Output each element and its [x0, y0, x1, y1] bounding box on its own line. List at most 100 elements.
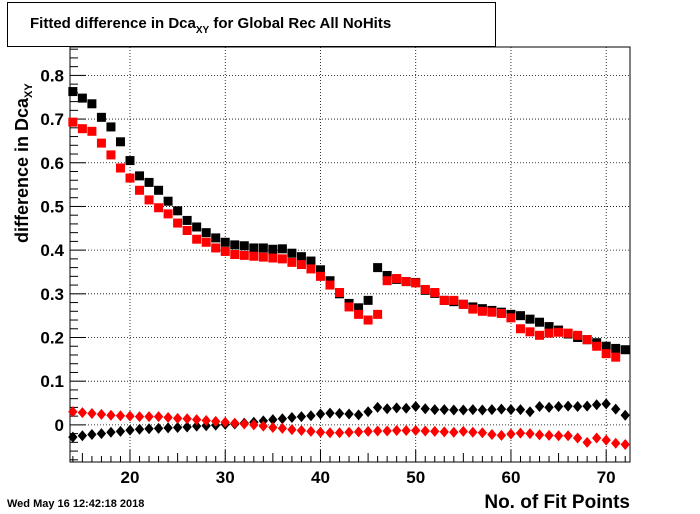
data-point	[154, 203, 164, 213]
data-point	[87, 428, 97, 440]
data-point	[525, 406, 535, 418]
data-point	[496, 403, 507, 415]
data-point	[363, 295, 373, 305]
data-point	[458, 299, 468, 309]
data-point	[535, 330, 545, 340]
data-point	[354, 309, 364, 319]
data-point	[287, 248, 297, 258]
title-subscript: XY	[195, 25, 210, 36]
data-point	[306, 256, 316, 266]
data-point	[506, 428, 516, 440]
data-point	[306, 264, 316, 274]
data-point	[125, 173, 135, 183]
data-point	[411, 401, 421, 413]
data-point	[506, 313, 516, 323]
data-point	[572, 401, 583, 413]
data-point	[144, 411, 154, 423]
data-point	[372, 425, 383, 437]
data-point	[411, 278, 421, 288]
data-point	[439, 404, 449, 416]
data-point	[230, 417, 240, 429]
y-tick-label: 0.5	[40, 197, 64, 216]
data-point	[106, 409, 116, 421]
tick-layer: 20 30 40 50 60 70 0 0.1 0.2 0.3 0.4 0.5 0.6 0.7 0.8	[40, 48, 626, 487]
data-point	[106, 122, 116, 132]
y-tick-label: 0.6	[40, 154, 64, 173]
data-point	[591, 399, 602, 411]
series-1	[68, 117, 621, 362]
data-point	[401, 277, 411, 287]
data-point	[430, 288, 440, 298]
data-point	[611, 343, 621, 353]
data-point	[392, 274, 402, 284]
data-point	[239, 250, 249, 260]
data-point	[258, 252, 268, 262]
data-point	[287, 411, 297, 423]
data-point	[563, 400, 573, 412]
title-main: Fitted difference in Dca	[30, 15, 196, 32]
data-point	[268, 421, 278, 433]
data-point	[353, 426, 364, 438]
data-point	[201, 415, 211, 426]
data-point	[411, 425, 421, 437]
data-point	[591, 432, 602, 444]
data-point	[344, 426, 354, 438]
data-point	[192, 222, 202, 232]
data-point	[515, 427, 526, 439]
data-point	[601, 341, 611, 351]
data-point	[277, 254, 287, 264]
chart-title: Fitted difference in DcaXY for Global Re…	[30, 15, 391, 36]
data-point	[172, 412, 183, 424]
data-point	[382, 403, 392, 415]
data-point	[115, 410, 126, 422]
data-point	[468, 426, 478, 438]
data-point	[477, 427, 488, 439]
data-point	[258, 243, 268, 253]
data-point	[544, 401, 554, 413]
y-tick-label: 0.3	[40, 285, 64, 304]
series-0	[68, 87, 630, 355]
data-point	[611, 437, 621, 449]
data-point	[354, 303, 364, 313]
data-point	[487, 428, 497, 440]
data-point	[430, 425, 440, 437]
plot-frame	[69, 46, 631, 463]
data-point	[391, 402, 402, 414]
data-point	[220, 237, 230, 247]
data-point	[363, 425, 373, 437]
grid-layer	[70, 47, 630, 462]
data-point	[553, 401, 564, 413]
data-point	[601, 398, 611, 410]
data-point	[287, 424, 297, 436]
data-point	[96, 112, 106, 122]
data-point	[68, 87, 78, 97]
data-point	[487, 404, 497, 416]
data-point	[401, 425, 411, 437]
data-point	[296, 411, 307, 423]
data-point	[334, 427, 345, 439]
data-point	[87, 99, 97, 109]
data-point	[315, 265, 325, 275]
data-point	[439, 426, 449, 438]
data-point	[534, 429, 545, 441]
data-point	[325, 280, 335, 290]
data-point	[277, 422, 288, 434]
data-point	[296, 252, 306, 262]
data-point	[458, 425, 469, 437]
data-point	[211, 243, 221, 253]
data-point	[544, 429, 554, 441]
data-point	[268, 414, 278, 426]
data-point	[296, 260, 306, 270]
data-point	[268, 244, 278, 254]
data-point	[620, 439, 630, 451]
data-point	[611, 352, 621, 362]
data-point	[115, 163, 125, 173]
data-point	[239, 241, 249, 251]
data-point	[458, 404, 469, 416]
data-point	[487, 307, 497, 317]
data-point	[477, 306, 487, 316]
data-point	[211, 233, 221, 243]
y-tick-label: 0.2	[40, 329, 64, 348]
ylabel-subscript: XY	[23, 83, 35, 98]
data-point	[230, 250, 240, 259]
